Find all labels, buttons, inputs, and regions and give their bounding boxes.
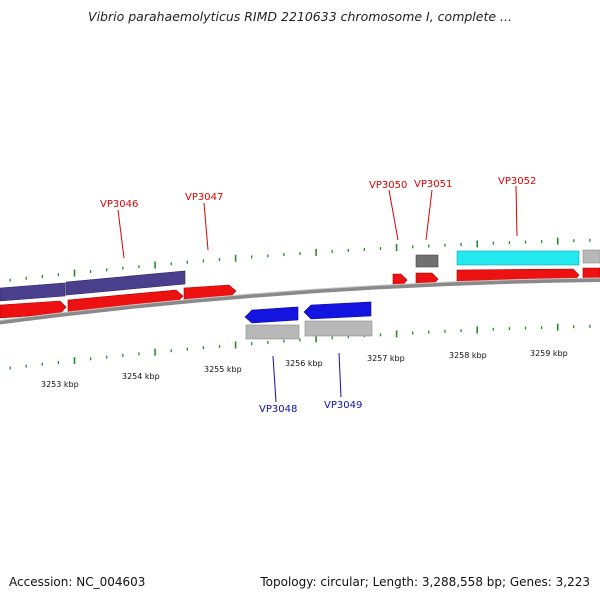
gene-labels: VP3046 VP3047 VP3050 VP3051 VP3052 VP304…	[100, 176, 536, 415]
reverse-row	[244, 301, 373, 340]
forward-outer-row	[0, 249, 600, 302]
gene-blue-1[interactable]	[244, 306, 299, 324]
map-title: Vibrio parahaemolyticus RIMD 2210633 chr…	[88, 9, 512, 24]
gene-gray-rev-2[interactable]	[304, 320, 373, 337]
label-vp3052: VP3052	[498, 176, 536, 187]
gene-darkgray[interactable]	[415, 254, 439, 268]
label-leaders	[117, 185, 518, 403]
axis-label: 3256 kbp	[285, 359, 323, 368]
label-vp3049: VP3049	[324, 400, 362, 411]
axis-label: 3253 kbp	[41, 380, 79, 389]
label-vp3051: VP3051	[414, 179, 452, 190]
axis-label: 3255 kbp	[204, 365, 242, 374]
axis-label: 3257 kbp	[367, 354, 405, 363]
label-vp3046: VP3046	[100, 199, 138, 210]
axis-label: 3254 kbp	[122, 372, 160, 381]
gene-purple-1[interactable]	[0, 282, 66, 302]
label-vp3048: VP3048	[259, 404, 297, 415]
gene-gray-rev-1[interactable]	[245, 324, 300, 340]
gene-blue-2[interactable]	[303, 301, 372, 320]
accession-text: Accession: NC_004603	[9, 575, 146, 589]
label-vp3047: VP3047	[185, 192, 223, 203]
backbone-arc	[0, 278, 600, 325]
label-vp3050: VP3050	[369, 180, 407, 191]
topology-summary: Topology: circular; Length: 3,288,558 bp…	[260, 575, 590, 589]
axis-label: 3259 kbp	[530, 349, 568, 358]
gene-purple-2[interactable]	[65, 270, 186, 296]
axis-label: 3258 kbp	[449, 351, 487, 360]
gene-cyan[interactable]	[456, 250, 580, 266]
gene-gray-right[interactable]	[582, 249, 600, 264]
inner-ticks	[9, 323, 591, 370]
gene-red-2[interactable]	[67, 289, 184, 314]
outer-ticks	[9, 237, 591, 282]
axis-labels: 3253 kbp 3254 kbp 3255 kbp 3256 kbp 3257…	[41, 349, 568, 389]
